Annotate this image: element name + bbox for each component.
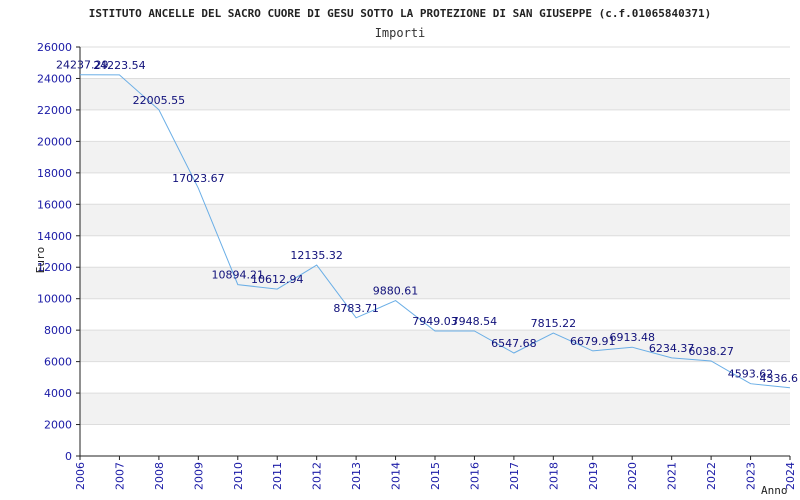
y-tick-label: 0	[65, 450, 72, 463]
x-tick-label: 2023	[745, 462, 758, 490]
grid-lines	[76, 46, 790, 457]
x-tick-label: 2024	[784, 462, 797, 490]
x-axis-label: Anno	[761, 484, 788, 497]
data-label: 10612.94	[251, 273, 304, 286]
y-tick-label: 24000	[37, 72, 72, 85]
data-label: 24223.54	[93, 59, 146, 72]
x-tick-label: 2008	[153, 462, 166, 490]
y-tick-label: 6000	[44, 356, 72, 369]
x-tick-label: 2017	[508, 462, 521, 490]
data-label: 6679.91	[570, 335, 616, 348]
x-tick-label: 2018	[547, 462, 560, 490]
y-tick-labels: 0 2000 4000 6000 8000 10000 12000 14000 16000 180…	[37, 41, 72, 463]
chart-title: ISTITUTO ANCELLE DEL SACRO CUORE DI GESU…	[89, 7, 712, 20]
data-label: 17023.67	[172, 172, 225, 185]
data-label: 8783.71	[333, 302, 379, 315]
data-label: 22005.55	[133, 94, 186, 107]
grid-band	[80, 204, 790, 236]
x-tick-label: 2015	[429, 462, 442, 490]
grid-band	[80, 393, 790, 425]
x-tick-label: 2016	[468, 462, 481, 490]
data-label: 24237.29	[56, 59, 109, 72]
x-tick-label: 2014	[390, 462, 403, 490]
data-label: 6234.37	[649, 342, 695, 355]
data-label: 7948.54	[452, 315, 498, 328]
data-label: 10894.21	[212, 269, 265, 282]
x-tick-label: 2007	[113, 462, 126, 490]
y-tick-label: 12000	[37, 261, 72, 274]
y-tick-label: 2000	[44, 419, 72, 432]
data-label: 9880.61	[373, 285, 419, 298]
grid-bands	[80, 78, 790, 425]
y-tick-label: 10000	[37, 293, 72, 306]
x-tick-label: 2011	[271, 462, 284, 490]
y-tick-label: 16000	[37, 198, 72, 211]
data-label: 4336.6	[760, 372, 799, 385]
series-line	[79, 74, 791, 389]
x-tick-label: 2020	[626, 462, 639, 490]
y-tick-label: 4000	[44, 387, 72, 400]
y-tick-label: 20000	[37, 135, 72, 148]
y-tick-label: 8000	[44, 324, 72, 337]
data-label: 7949.03	[412, 315, 458, 328]
data-label: 4593.62	[728, 368, 774, 381]
y-tick-label: 26000	[37, 41, 72, 54]
grid-band	[80, 141, 790, 173]
y-axis-label: Euro	[34, 247, 47, 274]
x-tick-label: 2019	[587, 462, 600, 490]
y-tick-label: 18000	[37, 167, 72, 180]
data-label: 7815.22	[531, 317, 577, 330]
data-label: 6547.68	[491, 337, 537, 350]
grid-band	[80, 330, 790, 362]
x-tick-label: 2021	[666, 462, 679, 490]
grid-band	[80, 267, 790, 299]
x-tick-label: 2012	[311, 462, 324, 490]
x-tick-label: 2010	[232, 462, 245, 490]
x-tick-label: 2006	[74, 462, 87, 490]
data-label: 6913.48	[609, 331, 655, 344]
x-tick-labels: 2006 2007 2008 2009 2010 2011 2012 2013 2014 2015…	[74, 456, 797, 490]
chart-subtitle: Importi	[375, 26, 426, 40]
grid-band	[80, 78, 790, 110]
y-tick-label: 14000	[37, 230, 72, 243]
x-tick-label: 2009	[192, 462, 205, 490]
x-tick-label: 2013	[350, 462, 363, 490]
data-label: 12135.32	[290, 249, 343, 262]
data-label: 6038.27	[688, 345, 734, 358]
x-tick-label: 2022	[705, 462, 718, 490]
y-tick-label: 22000	[37, 104, 72, 117]
